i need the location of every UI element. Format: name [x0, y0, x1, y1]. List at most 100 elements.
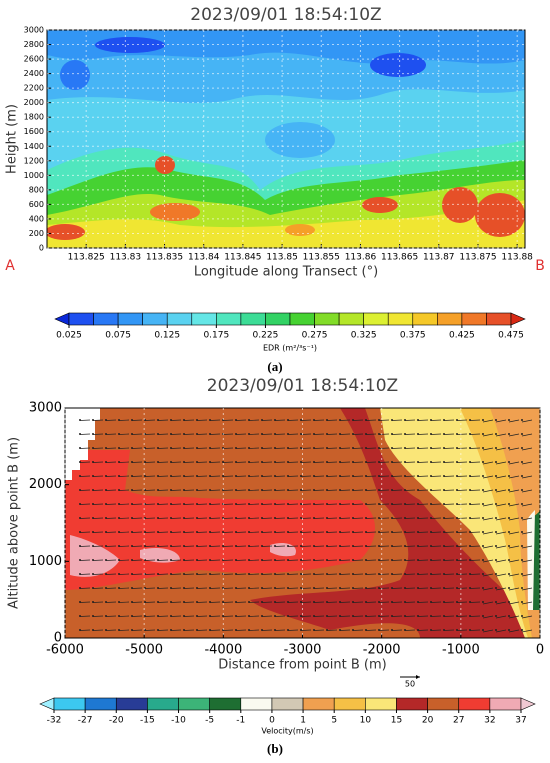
wind-vector-head — [352, 601, 354, 603]
wind-vector-head — [209, 531, 211, 533]
wind-vector — [118, 573, 130, 575]
wind-vector — [183, 587, 195, 589]
wind-vector-head — [118, 475, 120, 477]
wind-vector-head — [79, 629, 81, 631]
wind-vector-head — [183, 447, 185, 449]
wind-vector — [196, 601, 208, 603]
wind-vector — [469, 573, 481, 575]
wind-vector-head — [170, 559, 172, 561]
wind-vector-head — [157, 503, 159, 505]
wind-vector — [339, 601, 351, 603]
wind-vector-head — [170, 601, 172, 603]
wind-vector-head — [248, 447, 250, 449]
wind-vector — [456, 531, 468, 533]
colorbar-box — [147, 697, 179, 711]
wind-vector-head — [105, 517, 107, 519]
wind-vector-head — [79, 489, 81, 491]
wind-vector — [391, 461, 403, 463]
wind-vector — [443, 489, 455, 491]
colorbar-box — [142, 312, 168, 326]
wind-vector — [183, 503, 195, 505]
colorbar-box — [427, 697, 460, 711]
wind-vector-head — [469, 629, 471, 631]
y-tick-label: 2400 — [24, 69, 44, 78]
wind-vector — [248, 573, 260, 575]
wind-vector — [326, 447, 338, 449]
wind-vector-head — [482, 419, 484, 421]
wind-vector-head — [443, 503, 445, 505]
wind-vector-head — [157, 531, 159, 533]
wind-vector-head — [196, 419, 198, 421]
wind-vector — [196, 559, 208, 561]
wind-vector — [287, 447, 299, 449]
wind-vector — [287, 559, 299, 561]
wind-vector-head — [92, 517, 94, 519]
wind-vector-head — [469, 587, 471, 589]
wind-vector-head — [170, 573, 172, 575]
wind-vector — [157, 587, 169, 589]
wind-vector-head — [261, 573, 263, 575]
wind-vector-head — [235, 531, 237, 533]
wind-vector-head — [261, 419, 263, 421]
wind-vector-head — [287, 545, 289, 547]
wind-vector — [118, 503, 130, 505]
wind-vector — [157, 545, 169, 547]
wind-vector — [170, 475, 182, 477]
wind-vector-head — [365, 489, 367, 491]
annotation: B — [535, 258, 545, 274]
wind-vector — [261, 531, 273, 533]
wind-vector-head — [430, 503, 432, 505]
wind-vector-head — [79, 503, 81, 505]
wind-vector-head — [508, 461, 510, 463]
wind-vector-head — [131, 447, 133, 449]
wind-vector — [508, 517, 520, 521]
wind-vector-head — [261, 517, 263, 519]
wind-vector — [300, 489, 312, 491]
wind-vector — [508, 573, 520, 577]
wind-vector — [326, 503, 338, 505]
wind-vector — [417, 531, 429, 533]
wind-vector — [521, 629, 533, 633]
wind-vector — [300, 601, 312, 603]
wind-vector — [352, 573, 364, 575]
wind-vector — [365, 447, 377, 449]
wind-vector — [313, 545, 325, 547]
y-tick-label: 0 — [39, 244, 44, 253]
wind-vector-head — [261, 489, 263, 491]
wind-vector-head — [365, 559, 367, 561]
wind-vector — [378, 503, 390, 505]
wind-vector-head — [170, 503, 172, 505]
wind-vector — [248, 587, 260, 589]
wind-vector — [339, 629, 351, 631]
wind-vector — [131, 601, 143, 603]
wind-vector — [92, 587, 104, 589]
wind-vector — [235, 489, 247, 491]
wind-vector — [287, 573, 299, 575]
wind-vector — [300, 419, 312, 421]
wind-vector-head — [196, 489, 198, 491]
wind-vector — [495, 587, 507, 591]
wind-vector — [352, 447, 364, 449]
wind-vector-head — [274, 545, 276, 547]
wind-vector-head — [118, 461, 120, 463]
wind-vector — [417, 587, 429, 589]
annotation: A — [5, 258, 15, 274]
wind-vector — [196, 545, 208, 547]
wind-vector-head — [92, 461, 94, 463]
wind-vector — [352, 461, 364, 463]
wind-vector-head — [365, 475, 367, 477]
wind-vector-head — [443, 629, 445, 631]
wind-vector — [391, 433, 403, 435]
wind-vector — [456, 489, 468, 491]
wind-vector-head — [274, 447, 276, 449]
wind-vector — [274, 545, 286, 547]
wind-vector — [352, 503, 364, 505]
wind-vector-head — [352, 503, 354, 505]
wind-vector — [482, 629, 494, 633]
wind-vector — [144, 531, 156, 533]
wind-vector — [222, 503, 234, 505]
wind-vector-head — [508, 531, 510, 533]
wind-vector — [417, 475, 429, 477]
colorbar-tick-label: -20 — [109, 716, 124, 726]
wind-vector-head — [313, 433, 315, 435]
